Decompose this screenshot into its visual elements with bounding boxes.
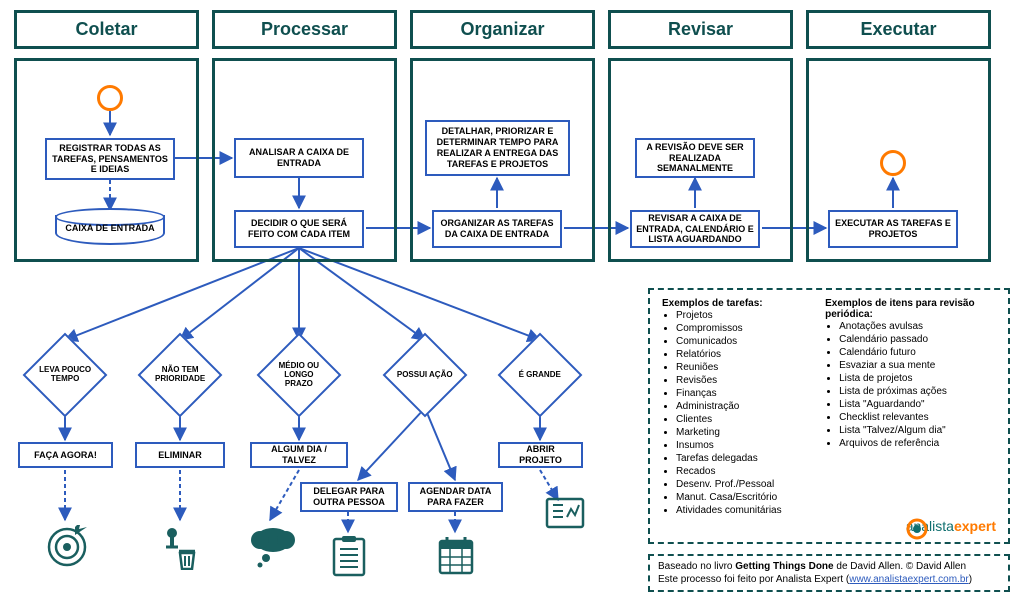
calendar-icon [437, 535, 475, 577]
list-item: Reuniões [676, 361, 822, 374]
outcome-agendar: AGENDAR DATA PARA FAZER [408, 482, 503, 512]
list-item: Insumos [676, 439, 822, 452]
node-caixa-entrada: CAIXA DE ENTRADA [55, 215, 165, 245]
thought-cloud-icon [248, 520, 298, 570]
project-board-icon [545, 495, 585, 531]
revisao-title: Exemplos de itens para revisão periódica… [825, 298, 975, 320]
list-item: Lista de projetos [839, 372, 992, 385]
list-item: Comunicados [676, 335, 822, 348]
node-organizar: ORGANIZAR AS TAREFAS DA CAIXA DE ENTRADA [432, 210, 562, 248]
list-item: Atividades comunitárias [676, 504, 822, 517]
logo: analistaexpert [906, 518, 996, 534]
list-item: Tarefas delegadas [676, 452, 822, 465]
clipboard-list-icon [330, 535, 368, 577]
node-revisao-semanal: A REVISÃO DEVE SER REALIZADA SEMANALMENT… [635, 138, 755, 178]
trash-icon [160, 525, 205, 570]
end-circle-icon [880, 150, 906, 176]
header-organizar: Organizar [410, 10, 595, 49]
revisao-list: Anotações avulsasCalendário passadoCalen… [839, 320, 992, 450]
side-panel: Exemplos de tarefas: ProjetosCompromisso… [648, 288, 1010, 544]
start-circle-icon [97, 85, 123, 111]
list-item: Desenv. Prof./Pessoal [676, 478, 822, 491]
list-item: Lista "Aguardando" [839, 398, 992, 411]
list-item: Lista "Talvez/Algum dia" [839, 424, 992, 437]
outcome-delegar: DELEGAR PARA OUTRA PESSOA [300, 482, 398, 512]
tarefas-title: Exemplos de tarefas: [662, 298, 763, 309]
credit-2a: Este processo foi feito por Analista Exp… [658, 574, 849, 585]
header-revisar: Revisar [608, 10, 793, 49]
list-item: Clientes [676, 413, 822, 426]
list-item: Calendário futuro [839, 346, 992, 359]
list-item: Recados [676, 465, 822, 478]
credit-1a: Baseado no livro [658, 561, 735, 572]
credit-link[interactable]: www.analistaexpert.com.br [849, 574, 969, 585]
header-executar: Executar [806, 10, 991, 49]
list-item: Manut. Casa/Escritório [676, 491, 822, 504]
credit-1c: de David Allen. © David Allen [834, 561, 966, 572]
diamond-nao-prio-label: NÃO TEM PRIORIDADE [152, 366, 208, 384]
outcome-faca-agora: FAÇA AGORA! [18, 442, 113, 468]
list-item: Compromissos [676, 322, 822, 335]
credit-1b: Getting Things Done [735, 561, 833, 572]
diamond-leva-pouco-label: LEVA POUCO TEMPO [37, 366, 93, 384]
header-processar: Processar [212, 10, 397, 49]
outcome-eliminar: ELIMINAR [135, 442, 225, 468]
node-revisar: REVISAR A CAIXA DE ENTRADA, CALENDÁRIO E… [630, 210, 760, 248]
logo-icon [906, 518, 928, 540]
list-item: Administração [676, 400, 822, 413]
list-item: Relatórios [676, 348, 822, 361]
caixa-entrada-label: CAIXA DE ENTRADA [65, 223, 154, 233]
node-executar: EXECUTAR AS TAREFAS E PROJETOS [828, 210, 958, 248]
diamond-possui-acao-label: POSSUI AÇÃO [397, 371, 453, 380]
diamond-e-grande-label: É GRANDE [512, 371, 568, 380]
outcome-abrir-projeto: ABRIR PROJETO [498, 442, 583, 468]
list-item: Finanças [676, 387, 822, 400]
list-item: Anotações avulsas [839, 320, 992, 333]
list-item: Revisões [676, 374, 822, 387]
node-registrar: REGISTRAR TODAS AS TAREFAS, PENSAMENTOS … [45, 138, 175, 180]
node-detalhar: DETALHAR, PRIORIZAR E DETERMINAR TEMPO P… [425, 120, 570, 176]
node-analisar: ANALISAR A CAIXA DE ENTRADA [234, 138, 364, 178]
credit-panel: Baseado no livro Getting Things Done de … [648, 554, 1010, 592]
logo-text-2: expert [954, 518, 996, 534]
tarefas-list: ProjetosCompromissosComunicadosRelatório… [676, 309, 822, 517]
header-coletar: Coletar [14, 10, 199, 49]
outcome-algum-dia: ALGUM DIA / TALVEZ [250, 442, 348, 468]
list-item: Arquivos de referência [839, 437, 992, 450]
diamond-medio-longo-label: MÉDIO OU LONGO PRAZO [271, 362, 327, 388]
list-item: Calendário passado [839, 333, 992, 346]
list-item: Marketing [676, 426, 822, 439]
target-icon [45, 525, 90, 570]
node-decidir: DECIDIR O QUE SERÁ FEITO COM CADA ITEM [234, 210, 364, 248]
list-item: Projetos [676, 309, 822, 322]
list-item: Lista de próximas ações [839, 385, 992, 398]
list-item: Checklist relevantes [839, 411, 992, 424]
list-item: Esvaziar a sua mente [839, 359, 992, 372]
credit-2b: ) [969, 574, 972, 585]
